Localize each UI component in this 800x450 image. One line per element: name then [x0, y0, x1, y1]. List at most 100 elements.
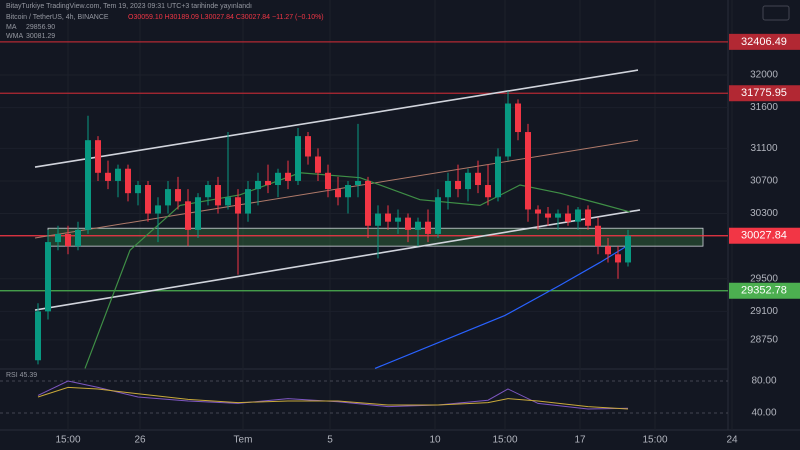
x-tick-label: Tem	[234, 435, 253, 446]
x-tick-label: 15:00	[55, 435, 80, 446]
candle-body	[345, 185, 351, 198]
candle-body	[145, 185, 151, 214]
candle-body	[165, 189, 171, 206]
price-label: 29352.78	[741, 285, 787, 297]
price-label-box	[729, 282, 800, 299]
candle-body	[445, 180, 451, 198]
candle-body	[555, 213, 561, 218]
candle-body	[45, 242, 51, 312]
candle-body	[395, 217, 401, 222]
price-label-box	[729, 85, 800, 102]
rsi-tick-label: 80.00	[751, 376, 776, 387]
candle-body	[575, 209, 581, 222]
rsi-line	[37, 386, 629, 410]
candle-body	[195, 197, 201, 230]
candle-body	[425, 221, 431, 234]
candle-body	[375, 213, 381, 226]
y-tick-label: 29500	[750, 273, 778, 284]
candle-body	[385, 213, 391, 222]
candle-body	[295, 136, 301, 181]
candle-body	[65, 233, 71, 247]
y-tick-label: 31600	[750, 102, 778, 113]
candle-body	[95, 140, 101, 173]
x-tick-label: 15:00	[642, 435, 667, 446]
price-label: 32406.49	[741, 36, 787, 48]
price-label: 31775.95	[741, 87, 787, 99]
price-label-box	[729, 33, 800, 50]
publisher: BitayTurkiye TradingView.com, Tem 19, 20…	[6, 3, 252, 10]
x-tick-label: 26	[134, 435, 146, 446]
candle-body	[185, 201, 191, 230]
symbol: Bitcoin / TetherUS, 4h, BINANCE	[6, 14, 109, 21]
candle-body	[505, 103, 511, 157]
candle-body	[465, 172, 471, 190]
candle-body	[435, 197, 441, 234]
candle-body	[305, 136, 311, 157]
x-tick-label: 24	[726, 435, 738, 446]
candle-body	[205, 185, 211, 198]
y-tick-label: 31100	[750, 143, 778, 154]
candle-body	[495, 156, 501, 198]
candle-body	[525, 132, 531, 210]
candle-body	[335, 189, 341, 198]
candle-body	[135, 185, 141, 194]
candle-body	[255, 180, 261, 190]
candle-body	[565, 213, 571, 222]
candle-body	[415, 221, 421, 230]
candle-body	[595, 225, 601, 247]
marks	[0, 41, 728, 414]
candle-body	[515, 103, 521, 133]
indicator-name: MA	[6, 24, 17, 31]
candle-body	[75, 229, 81, 247]
trendline	[34, 69, 639, 168]
ohlc: O30059.10 H30189.09 L30027.84 C30027.84 …	[128, 14, 324, 21]
support-zone	[47, 227, 704, 247]
candle-body	[405, 217, 411, 230]
price-label-box	[729, 227, 800, 244]
y-tick-label: 30700	[750, 176, 778, 187]
candle-body	[245, 189, 251, 214]
trendline	[34, 209, 641, 311]
x-tick-label: 10	[429, 435, 441, 446]
indicator-line	[84, 172, 631, 369]
candle-body	[355, 180, 361, 186]
indicator-name: WMA	[6, 33, 23, 40]
candle-body	[115, 168, 121, 181]
y-tick-label: 29100	[750, 306, 778, 317]
candle-body	[545, 213, 551, 218]
candle-body	[485, 185, 491, 198]
indicator-value: 29856.90	[26, 24, 55, 31]
price-label: 30027.84	[741, 230, 787, 242]
candle-body	[105, 172, 111, 181]
x-tick-label: 5	[327, 435, 333, 446]
candle-body	[315, 156, 321, 173]
candle-body	[615, 254, 621, 263]
candle-body	[85, 140, 91, 230]
candle-body	[35, 311, 41, 361]
candle-body	[265, 180, 271, 186]
indicator-value: 30081.29	[26, 33, 55, 40]
candle-body	[55, 233, 61, 243]
candle-body	[175, 189, 181, 202]
y-tick-label: 32000	[750, 70, 778, 81]
rsi-tick-label: 40.00	[751, 408, 776, 419]
rsi-label: RSI 45.39	[6, 372, 37, 379]
candle-body	[625, 235, 631, 263]
y-tick-label: 30300	[750, 208, 778, 219]
candle-body	[535, 209, 541, 214]
x-tick-label: 15:00	[492, 435, 517, 446]
candle-body	[455, 180, 461, 190]
candle-body	[475, 172, 481, 186]
candle-body	[215, 185, 221, 206]
candle-body	[585, 209, 591, 226]
candle-body	[155, 205, 161, 214]
settings-icon[interactable]	[762, 5, 790, 21]
candle-body	[285, 172, 291, 181]
candle-body	[325, 172, 331, 190]
candle-body	[275, 172, 281, 186]
y-tick-label: 28750	[750, 335, 778, 346]
candle-body	[365, 180, 371, 226]
